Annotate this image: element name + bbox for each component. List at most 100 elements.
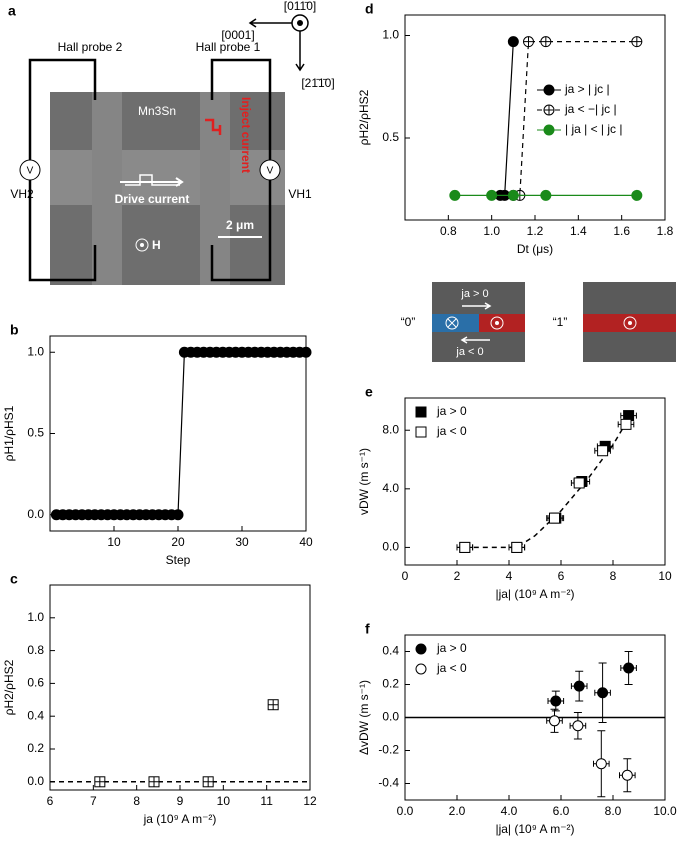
- y-tick-label: 0.0: [382, 710, 399, 724]
- marker-cross: [631, 36, 642, 47]
- x-tick-label: 4: [506, 569, 513, 583]
- channel: [50, 150, 285, 205]
- x-tick-label: 30: [235, 535, 249, 549]
- marker-shape: [415, 663, 427, 675]
- panel-letter: b: [10, 322, 19, 338]
- marker-shape: [620, 418, 632, 430]
- marker-shape: [415, 426, 427, 438]
- arrow: [120, 177, 184, 187]
- marker: [523, 36, 534, 48]
- voltmeter: [19, 159, 41, 181]
- marker: [549, 715, 560, 727]
- marker: [486, 189, 498, 201]
- x-tick-label: 1.8: [657, 224, 674, 238]
- legend-label: ja > 0: [436, 404, 467, 418]
- volt-symbol: V: [27, 166, 34, 177]
- y-tick-label: 4.0: [382, 481, 399, 495]
- y-tick-label: 0.4: [382, 644, 399, 658]
- y-tick-label: 0.4: [27, 708, 44, 722]
- x-axis-label: ja (10⁹ A m⁻²): [143, 812, 217, 826]
- marker-shape: [507, 36, 519, 48]
- x-tick-label: 10: [217, 794, 231, 808]
- marker: [540, 36, 552, 48]
- panel-letter: d: [365, 1, 374, 17]
- plot-frame: [49, 584, 311, 791]
- x-tick-label: 11: [260, 794, 273, 808]
- probe-label: Hall probe 2: [58, 40, 123, 54]
- panel-letter: f: [365, 621, 370, 637]
- marker: [631, 36, 643, 48]
- volt-symbol: V: [267, 166, 274, 177]
- marker-shape: [486, 189, 498, 201]
- legend-marker: [415, 426, 427, 438]
- axis-label: [21̄1̄0]: [301, 76, 334, 90]
- series-line: [56, 351, 306, 516]
- marker-cross: [94, 776, 105, 787]
- x-tick-label: 2: [454, 569, 461, 583]
- marker-shape: [621, 769, 633, 781]
- arrows: [460, 302, 492, 344]
- marker-shape: [573, 680, 585, 692]
- field-label: H: [152, 238, 161, 252]
- y-tick-label: 0.2: [27, 741, 44, 755]
- marker-shape: [415, 643, 427, 655]
- x-axis-label: |ja| (10⁹ A m⁻²): [495, 822, 574, 836]
- field-symbol: [140, 243, 144, 247]
- legend-marker: [543, 124, 555, 136]
- x-tick-label: 2.0: [449, 804, 466, 818]
- current-label: ja < 0: [455, 346, 483, 358]
- marker: [507, 36, 519, 48]
- plot-frame: [404, 397, 666, 566]
- probe-bar: [200, 92, 230, 285]
- volt-label: VH1: [288, 187, 312, 201]
- probe-label: Hall probe 1: [196, 40, 261, 54]
- marker: [623, 662, 635, 674]
- y-tick-label: 0.0: [382, 540, 399, 554]
- x-tick-label: 10: [658, 569, 672, 583]
- symbol: [628, 321, 632, 325]
- symbol: [490, 316, 504, 330]
- y-tick-label: 8.0: [382, 422, 399, 436]
- marker-shape: [507, 189, 519, 201]
- axis-label: [011̄0]: [284, 0, 316, 13]
- y-tick-label: 0.0: [27, 507, 44, 521]
- axis-label: [0001]: [221, 28, 254, 42]
- x-tick-label: 1.2: [527, 224, 544, 238]
- marker-shape: [573, 477, 585, 489]
- axis-symbol: [297, 20, 303, 26]
- series-line: [513, 41, 637, 196]
- marker: [511, 541, 523, 553]
- marker-cross: [203, 776, 214, 787]
- legend-label: | ja | < | jc |: [565, 122, 623, 136]
- x-axis-label: Dt (μs): [517, 242, 553, 256]
- marker: [449, 189, 461, 201]
- x-tick-label: 0: [402, 569, 409, 583]
- axis-arrows: [248, 18, 305, 72]
- marker: [94, 776, 106, 788]
- legend-label: ja > 0: [436, 641, 467, 655]
- marker-shape: [597, 687, 609, 699]
- panel-a: a [0001] [011̄0] [21̄1̄0] Hall probe 2 H…: [8, 0, 335, 285]
- marker-shape: [300, 346, 312, 358]
- marker: [202, 776, 214, 788]
- symbol: [623, 316, 637, 330]
- series-line: [500, 41, 514, 196]
- pulse: [125, 174, 180, 186]
- marker: [573, 680, 585, 692]
- y-tick-label: 0.5: [382, 130, 399, 144]
- x-tick-label: 6.0: [553, 804, 570, 818]
- panel-letter: e: [365, 384, 373, 400]
- x-tick-label: 6: [558, 569, 565, 583]
- scale-label: 2 μm: [226, 218, 254, 232]
- domain-red: [479, 314, 525, 332]
- marker-shape: [543, 124, 555, 136]
- x-tick-label: 0.0: [397, 804, 414, 818]
- state-label: “1”: [553, 315, 568, 329]
- state-label: “0”: [401, 315, 416, 329]
- legend-label: ja < 0: [436, 424, 467, 438]
- marker-cross: [544, 105, 554, 115]
- y-axis-label: ρH2/ρHS2: [2, 659, 16, 715]
- marker-shape: [415, 406, 427, 418]
- marker: [549, 512, 560, 524]
